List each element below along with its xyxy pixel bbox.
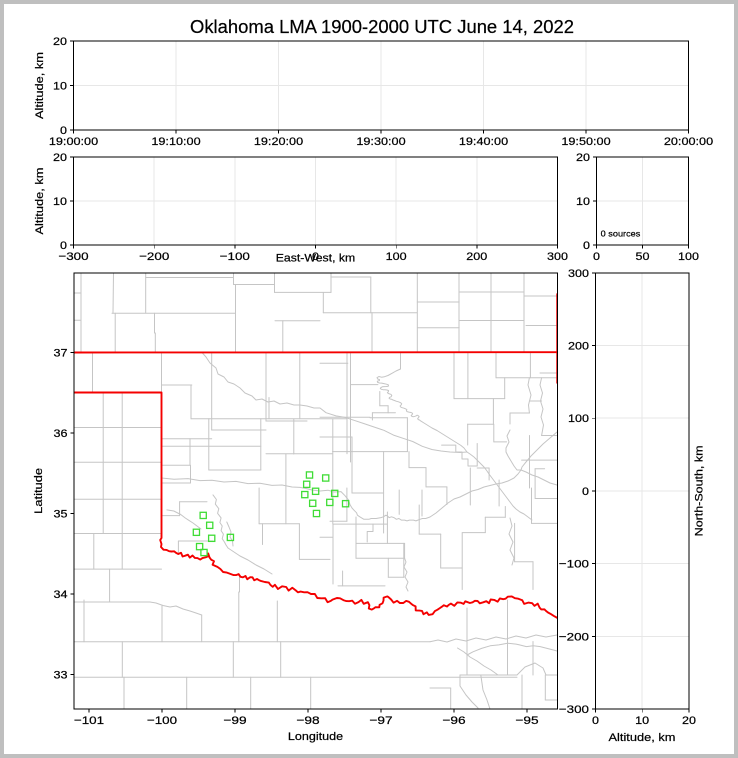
svg-text:100: 100 (568, 413, 589, 425)
svg-text:10: 10 (53, 196, 67, 208)
svg-text:19:40:00: 19:40:00 (459, 136, 508, 148)
svg-text:−100: −100 (220, 251, 250, 263)
svg-text:0: 0 (60, 240, 67, 252)
svg-text:10: 10 (53, 81, 67, 93)
svg-text:−98: −98 (296, 715, 319, 727)
svg-text:Longitude: Longitude (288, 731, 343, 743)
svg-text:Altitude, km: Altitude, km (34, 52, 46, 119)
svg-text:−100: −100 (147, 715, 177, 727)
svg-text:North-South, km: North-South, km (694, 446, 706, 537)
svg-text:100: 100 (678, 251, 699, 263)
svg-text:200: 200 (568, 341, 589, 353)
svg-text:19:20:00: 19:20:00 (254, 136, 303, 148)
svg-text:0: 0 (60, 125, 67, 137)
svg-text:Latitude: Latitude (33, 468, 45, 514)
svg-text:200: 200 (466, 251, 487, 263)
svg-text:19:50:00: 19:50:00 (561, 136, 610, 148)
svg-text:300: 300 (547, 251, 568, 263)
svg-text:Altitude, km: Altitude, km (609, 732, 676, 744)
svg-text:19:10:00: 19:10:00 (151, 136, 200, 148)
svg-text:−300: −300 (559, 704, 589, 716)
svg-text:−101: −101 (74, 715, 104, 727)
svg-text:35: 35 (54, 509, 68, 521)
svg-text:0 sources: 0 sources (601, 229, 641, 239)
svg-text:−200: −200 (559, 631, 589, 643)
svg-text:20: 20 (53, 36, 67, 48)
svg-text:Altitude, km: Altitude, km (34, 168, 46, 235)
svg-text:−99: −99 (223, 715, 246, 727)
svg-text:20: 20 (576, 152, 590, 164)
svg-text:0: 0 (582, 486, 589, 498)
svg-text:19:00:00: 19:00:00 (49, 136, 98, 148)
svg-text:0: 0 (593, 251, 600, 263)
svg-text:20: 20 (53, 152, 67, 164)
svg-text:0: 0 (312, 251, 319, 263)
svg-text:0: 0 (592, 715, 599, 727)
svg-text:Oklahoma LMA 1900-2000 UTC Jun: Oklahoma LMA 1900-2000 UTC June 14, 2022 (190, 17, 574, 37)
svg-text:−95: −95 (515, 715, 538, 727)
svg-text:50: 50 (636, 251, 650, 263)
svg-text:300: 300 (568, 268, 589, 280)
svg-text:−96: −96 (442, 715, 465, 727)
svg-text:10: 10 (635, 715, 649, 727)
svg-text:34: 34 (54, 589, 68, 601)
svg-text:East-West, km: East-West, km (276, 253, 356, 265)
svg-text:−300: −300 (58, 251, 88, 263)
svg-text:36: 36 (54, 428, 68, 440)
svg-text:20:00:00: 20:00:00 (664, 136, 713, 148)
svg-text:10: 10 (576, 196, 590, 208)
svg-text:33: 33 (54, 670, 68, 682)
svg-text:20: 20 (682, 715, 696, 727)
svg-text:−200: −200 (139, 251, 169, 263)
svg-text:19:30:00: 19:30:00 (356, 136, 405, 148)
svg-text:−97: −97 (369, 715, 392, 727)
svg-text:0: 0 (583, 240, 590, 252)
svg-text:37: 37 (54, 348, 68, 360)
svg-text:−100: −100 (559, 559, 589, 571)
svg-text:100: 100 (386, 251, 407, 263)
